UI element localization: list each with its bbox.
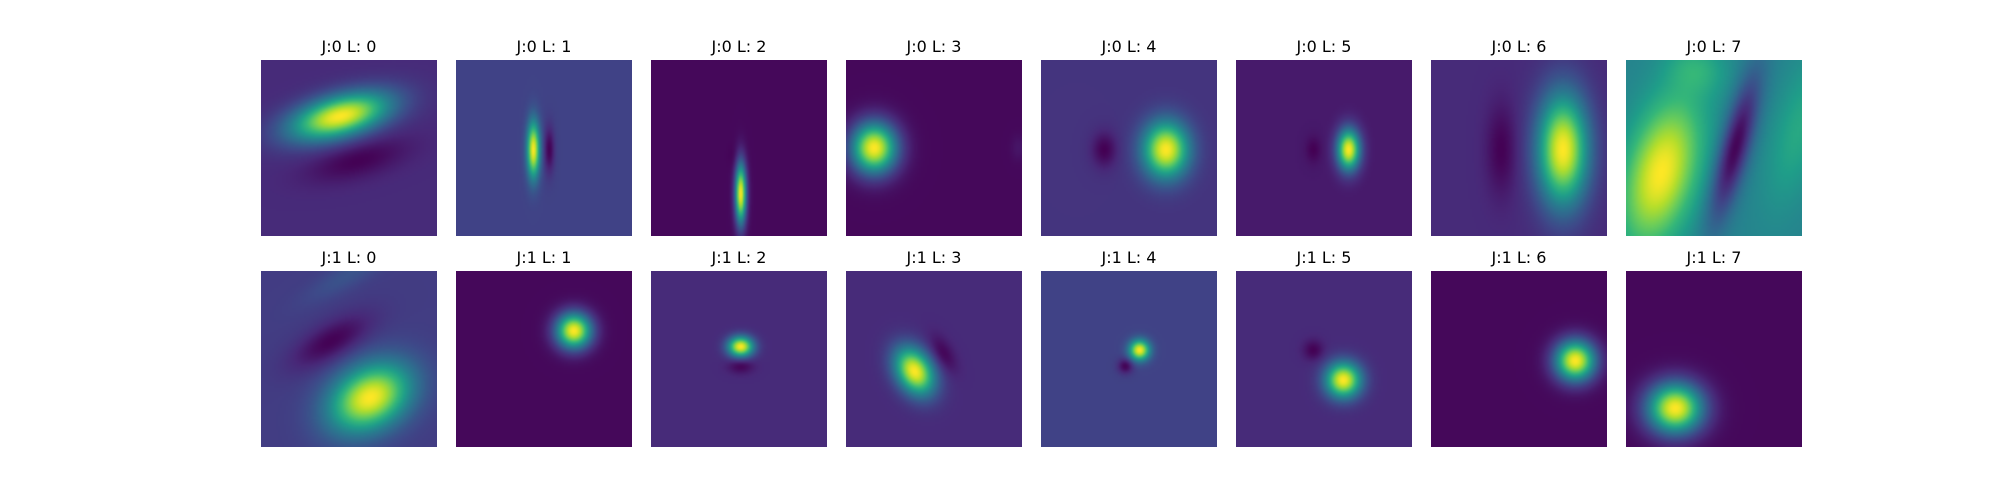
panel-title: J:1 L: 7 (1686, 248, 1742, 267)
panel-title: J:0 L: 2 (711, 37, 767, 56)
heatmap-image (1236, 271, 1412, 447)
heatmap-image (651, 271, 827, 447)
heatmap-image (1041, 60, 1217, 236)
panel-title: J:1 L: 6 (1491, 248, 1547, 267)
panel-6: J:0 L: 6 (1431, 37, 1607, 236)
panel-9: J:1 L: 1 (456, 248, 632, 447)
panel-4: J:0 L: 4 (1041, 37, 1217, 236)
heatmap-image (846, 60, 1022, 236)
panels-grid: J:0 L: 0 J:0 L: 1 J:0 L: 2 J:0 L: 3 J:0 L: 4… (261, 37, 1802, 447)
heatmap-image (1431, 271, 1607, 447)
panel-title: J:1 L: 0 (321, 248, 377, 267)
panel-title: J:0 L: 0 (321, 37, 377, 56)
panel-7: J:0 L: 7 (1626, 37, 1802, 236)
panel-13: J:1 L: 5 (1236, 248, 1412, 447)
heatmap-image (261, 271, 437, 447)
heatmap-image (456, 60, 632, 236)
panel-title: J:0 L: 5 (1296, 37, 1352, 56)
panel-title: J:0 L: 1 (516, 37, 572, 56)
panel-title: J:0 L: 4 (1101, 37, 1157, 56)
panel-12: J:1 L: 4 (1041, 248, 1217, 447)
panel-5: J:0 L: 5 (1236, 37, 1412, 236)
heatmap-image (651, 60, 827, 236)
panel-2: J:0 L: 2 (651, 37, 827, 236)
heatmap-image (846, 271, 1022, 447)
panel-10: J:1 L: 2 (651, 248, 827, 447)
heatmap-image (456, 271, 632, 447)
heatmap-image (1626, 60, 1802, 236)
heatmap-image (1626, 271, 1802, 447)
panel-title: J:1 L: 5 (1296, 248, 1352, 267)
panel-title: J:1 L: 3 (906, 248, 962, 267)
panel-title: J:0 L: 6 (1491, 37, 1547, 56)
heatmap-image (1431, 60, 1607, 236)
panel-title: J:1 L: 4 (1101, 248, 1157, 267)
panel-14: J:1 L: 6 (1431, 248, 1607, 447)
panel-title: J:0 L: 7 (1686, 37, 1742, 56)
heatmap-image (1041, 271, 1217, 447)
heatmap-image (1236, 60, 1412, 236)
panel-title: J:1 L: 2 (711, 248, 767, 267)
panel-title: J:0 L: 3 (906, 37, 962, 56)
heatmap-image (261, 60, 437, 236)
panel-title: J:1 L: 1 (516, 248, 572, 267)
panel-8: J:1 L: 0 (261, 248, 437, 447)
panel-0: J:0 L: 0 (261, 37, 437, 236)
panel-11: J:1 L: 3 (846, 248, 1022, 447)
panel-15: J:1 L: 7 (1626, 248, 1802, 447)
panel-1: J:0 L: 1 (456, 37, 632, 236)
panel-3: J:0 L: 3 (846, 37, 1022, 236)
